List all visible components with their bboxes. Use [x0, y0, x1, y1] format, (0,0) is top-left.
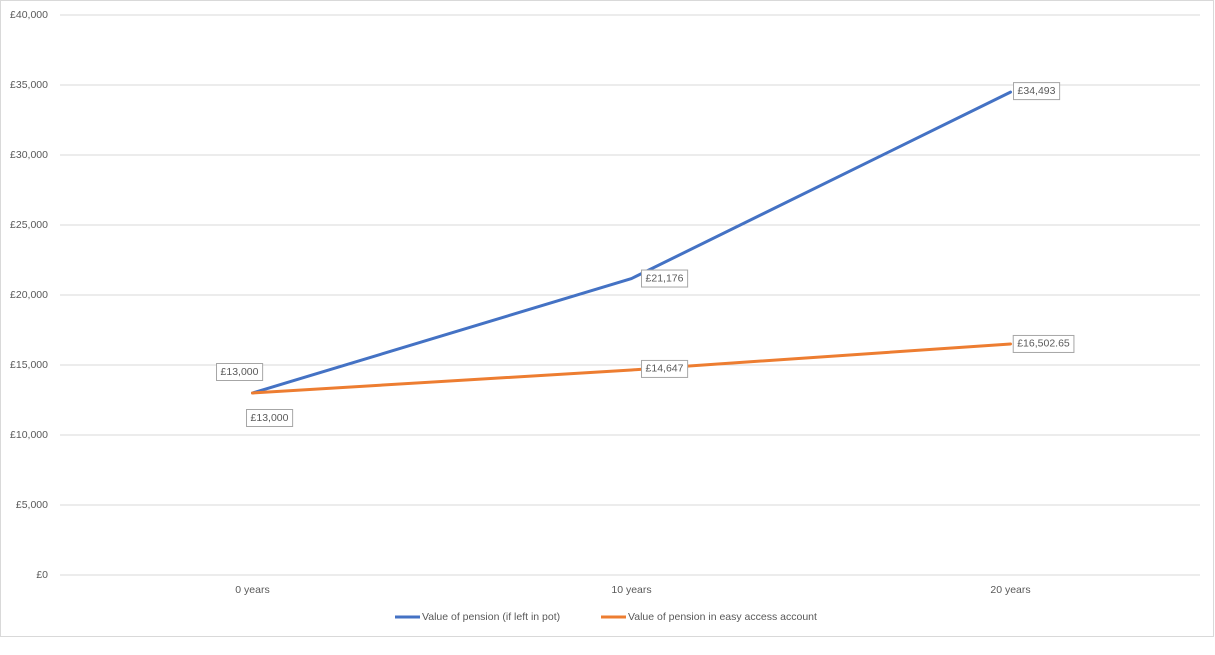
x-tick-label: 0 years	[235, 584, 269, 596]
data-label: £21,176	[646, 272, 684, 284]
y-tick-label: £10,000	[10, 429, 48, 441]
y-tick-label: £35,000	[10, 79, 48, 91]
data-label-box	[1012, 334, 1075, 353]
y-tick-label: £25,000	[10, 219, 48, 231]
data-label: £16,502.65	[1017, 338, 1070, 350]
data-label: £13,000	[221, 366, 259, 378]
series-line	[251, 342, 1012, 395]
y-tick-label: £20,000	[10, 289, 48, 301]
legend-label: Value of pension (if left in pot)	[422, 611, 560, 623]
data-label-box	[641, 359, 689, 378]
y-tick-label: £40,000	[10, 9, 48, 21]
y-tick-label: £15,000	[10, 359, 48, 371]
legend-label: Value of pension in easy access account	[628, 611, 817, 623]
series-line	[251, 90, 1012, 395]
data-label: £14,647	[646, 363, 684, 375]
y-tick-label: £30,000	[10, 149, 48, 161]
x-tick-label: 20 years	[990, 584, 1030, 596]
data-label-box	[641, 269, 689, 288]
data-label: £34,493	[1018, 85, 1056, 97]
data-label-box	[216, 363, 264, 381]
data-label-box	[246, 409, 294, 427]
y-tick-label: £0	[36, 569, 48, 581]
x-tick-label: 10 years	[611, 584, 651, 596]
chart-frame	[0, 0, 1214, 637]
data-label-box	[1013, 82, 1061, 101]
y-tick-label: £5,000	[16, 499, 48, 511]
data-label: £13,000	[251, 412, 289, 424]
